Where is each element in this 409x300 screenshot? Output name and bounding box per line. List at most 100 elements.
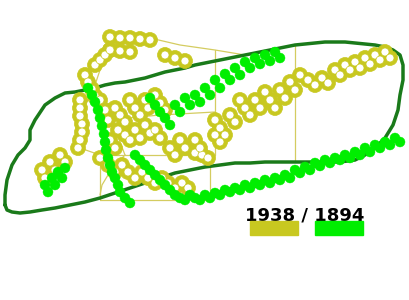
Circle shape	[309, 158, 319, 168]
Circle shape	[366, 47, 382, 62]
Circle shape	[177, 140, 192, 155]
Circle shape	[57, 173, 67, 183]
Circle shape	[101, 106, 109, 114]
Circle shape	[87, 88, 102, 104]
Circle shape	[161, 106, 169, 114]
Circle shape	[394, 137, 404, 147]
Circle shape	[118, 161, 126, 169]
Circle shape	[121, 118, 129, 126]
Circle shape	[47, 163, 62, 178]
Circle shape	[97, 47, 112, 62]
Circle shape	[171, 151, 179, 159]
Circle shape	[136, 35, 144, 43]
Circle shape	[131, 174, 139, 182]
Circle shape	[354, 150, 364, 160]
Circle shape	[247, 92, 262, 107]
Circle shape	[140, 170, 155, 185]
Circle shape	[137, 92, 152, 107]
Circle shape	[207, 112, 222, 128]
Circle shape	[161, 51, 169, 59]
Circle shape	[154, 170, 169, 185]
Circle shape	[277, 91, 292, 106]
Circle shape	[167, 148, 182, 163]
Circle shape	[107, 167, 117, 177]
Circle shape	[146, 129, 154, 137]
Circle shape	[216, 124, 223, 132]
Circle shape	[170, 190, 180, 200]
Circle shape	[229, 183, 239, 193]
Circle shape	[92, 92, 107, 107]
Circle shape	[232, 92, 247, 107]
Circle shape	[76, 96, 84, 104]
Circle shape	[370, 51, 378, 59]
Circle shape	[127, 122, 142, 137]
Circle shape	[270, 104, 278, 112]
Circle shape	[245, 183, 254, 193]
Circle shape	[160, 176, 175, 190]
Circle shape	[74, 116, 89, 131]
Circle shape	[124, 168, 132, 176]
Circle shape	[92, 52, 107, 68]
Circle shape	[155, 107, 164, 117]
Circle shape	[41, 174, 49, 182]
Circle shape	[76, 136, 84, 144]
Circle shape	[330, 66, 338, 74]
Circle shape	[289, 165, 299, 175]
Circle shape	[112, 44, 127, 59]
Circle shape	[141, 121, 148, 129]
Circle shape	[195, 97, 204, 107]
Circle shape	[170, 100, 180, 110]
Circle shape	[239, 57, 249, 67]
Circle shape	[152, 130, 167, 146]
Circle shape	[72, 100, 87, 116]
Circle shape	[282, 74, 297, 89]
Circle shape	[212, 134, 227, 149]
Circle shape	[189, 90, 200, 100]
Circle shape	[157, 174, 166, 182]
Circle shape	[76, 104, 84, 112]
Circle shape	[135, 155, 145, 165]
Circle shape	[111, 168, 119, 176]
Circle shape	[187, 146, 202, 160]
Circle shape	[72, 92, 87, 107]
Circle shape	[88, 85, 96, 93]
Circle shape	[362, 56, 377, 71]
Circle shape	[155, 175, 164, 185]
Circle shape	[332, 68, 347, 82]
Circle shape	[87, 58, 102, 73]
Circle shape	[164, 185, 175, 195]
Circle shape	[214, 190, 225, 200]
Circle shape	[171, 54, 179, 62]
Circle shape	[242, 107, 257, 122]
Circle shape	[38, 166, 46, 174]
Circle shape	[257, 85, 272, 100]
Circle shape	[314, 70, 329, 86]
Circle shape	[187, 133, 202, 148]
Circle shape	[225, 75, 234, 85]
Circle shape	[177, 53, 192, 68]
Circle shape	[116, 111, 124, 119]
Circle shape	[47, 173, 57, 183]
Circle shape	[111, 104, 119, 112]
Circle shape	[147, 88, 162, 103]
Circle shape	[249, 53, 259, 63]
Circle shape	[147, 176, 162, 190]
Circle shape	[207, 128, 222, 142]
Circle shape	[106, 136, 114, 144]
Circle shape	[60, 163, 70, 173]
Circle shape	[180, 93, 189, 103]
Circle shape	[166, 144, 173, 152]
Circle shape	[230, 118, 238, 126]
Circle shape	[217, 128, 232, 142]
Circle shape	[184, 190, 195, 200]
Circle shape	[152, 95, 167, 110]
Circle shape	[151, 91, 159, 99]
Circle shape	[101, 51, 109, 59]
Circle shape	[72, 133, 87, 148]
Circle shape	[106, 33, 114, 41]
Circle shape	[93, 105, 103, 115]
Circle shape	[164, 179, 172, 187]
Circle shape	[236, 96, 243, 104]
Circle shape	[102, 133, 117, 148]
Circle shape	[234, 70, 245, 80]
